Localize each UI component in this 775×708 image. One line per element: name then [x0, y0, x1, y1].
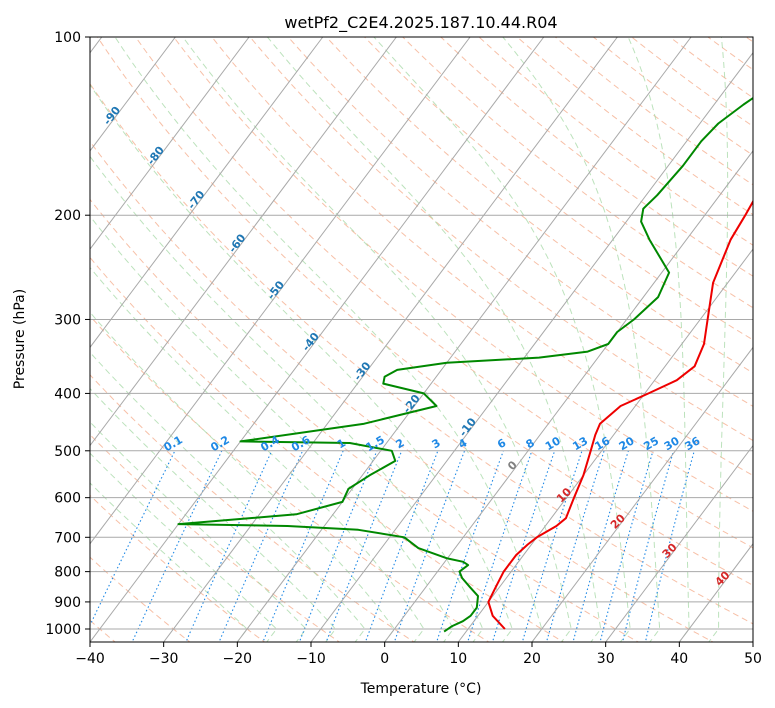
- y-tick-label: 200: [54, 208, 81, 224]
- x-tick-label: −40: [75, 651, 105, 667]
- dry-adiabat-line: [249, 37, 753, 442]
- y-tick-label: 400: [54, 386, 81, 402]
- y-tick-label: 800: [54, 565, 81, 581]
- y-tick-label: 500: [54, 444, 81, 460]
- moist-adiabat-line: [114, 37, 543, 642]
- moist-adiabat-line: [90, 215, 454, 642]
- x-tick-label: −30: [149, 651, 179, 667]
- mixing-ratio-line: [364, 450, 439, 642]
- mixing-ratio-line: [622, 450, 675, 642]
- x-tick-label: −20: [223, 651, 253, 667]
- dry-adiabat-line: [211, 37, 753, 477]
- isotherm-line: [90, 37, 250, 250]
- moist-adiabat-line: [182, 37, 572, 642]
- y-tick-label: 700: [54, 530, 81, 546]
- isotherm-line: [90, 37, 471, 545]
- x-tick-label: 30: [597, 651, 615, 667]
- x-tick-label: −10: [296, 651, 326, 667]
- y-tick-label: 600: [54, 491, 81, 507]
- mixing-ratio-line: [599, 450, 654, 642]
- isotherm-line: [90, 37, 397, 447]
- x-tick-label: 40: [670, 651, 688, 667]
- isotherm-line: [531, 346, 753, 642]
- moist-adiabat-line: [90, 84, 513, 642]
- isotherm-line: [605, 444, 753, 642]
- chart-title: wetPf2_C2E4.2025.187.10.44.R04: [284, 13, 557, 33]
- mixing-ratio-line: [521, 450, 583, 642]
- moist-adiabat-line: [90, 155, 484, 642]
- x-tick-label: 0: [380, 651, 389, 667]
- isotherm-line: [90, 37, 324, 349]
- isotherm-line: [90, 37, 176, 152]
- dry-adiabat-line: [96, 37, 753, 586]
- isotherm-line: [457, 248, 753, 642]
- dry-adiabat-line: [173, 37, 753, 512]
- mixing-ratio-line: [545, 450, 605, 642]
- dry-adiabat-line: [90, 140, 714, 642]
- y-tick-label: 300: [54, 313, 81, 329]
- moist-adiabat-line: [90, 421, 307, 642]
- mixing-ratio-line: [325, 450, 403, 642]
- isotherm-line: [310, 51, 753, 642]
- mixing-ratio-line: [491, 450, 556, 642]
- y-tick-label: 1000: [45, 622, 81, 638]
- moist-adiabat-line: [90, 482, 248, 642]
- moist-adiabat-line: [90, 452, 278, 642]
- mixing-ratio-line: [572, 450, 629, 642]
- x-tick-label: 10: [449, 651, 467, 667]
- dry-adiabat-line: [90, 315, 490, 642]
- y-axis-label: Pressure (hPa): [12, 289, 28, 389]
- dry-adiabat-line: [401, 37, 753, 309]
- temperature-profile-line: [487, 199, 753, 630]
- y-tick-label: 100: [54, 30, 81, 46]
- x-tick-label: 50: [744, 651, 762, 667]
- isotherm-line: [163, 37, 618, 642]
- x-axis-label: Temperature (°C): [360, 681, 482, 697]
- dry-adiabat-line: [134, 37, 753, 549]
- isotherm-line: [236, 37, 692, 642]
- mixing-ratio-line: [644, 450, 695, 642]
- mixing-ratio-line: [436, 450, 504, 642]
- plot-frame: [89, 36, 754, 643]
- dewpoint-profile-line: [177, 96, 753, 633]
- isotherm-line: [90, 37, 545, 642]
- y-tick-label: 900: [54, 595, 81, 611]
- mixing-ratio-line: [298, 450, 378, 642]
- x-tick-label: 20: [523, 651, 541, 667]
- mixing-ratio-line: [393, 450, 466, 642]
